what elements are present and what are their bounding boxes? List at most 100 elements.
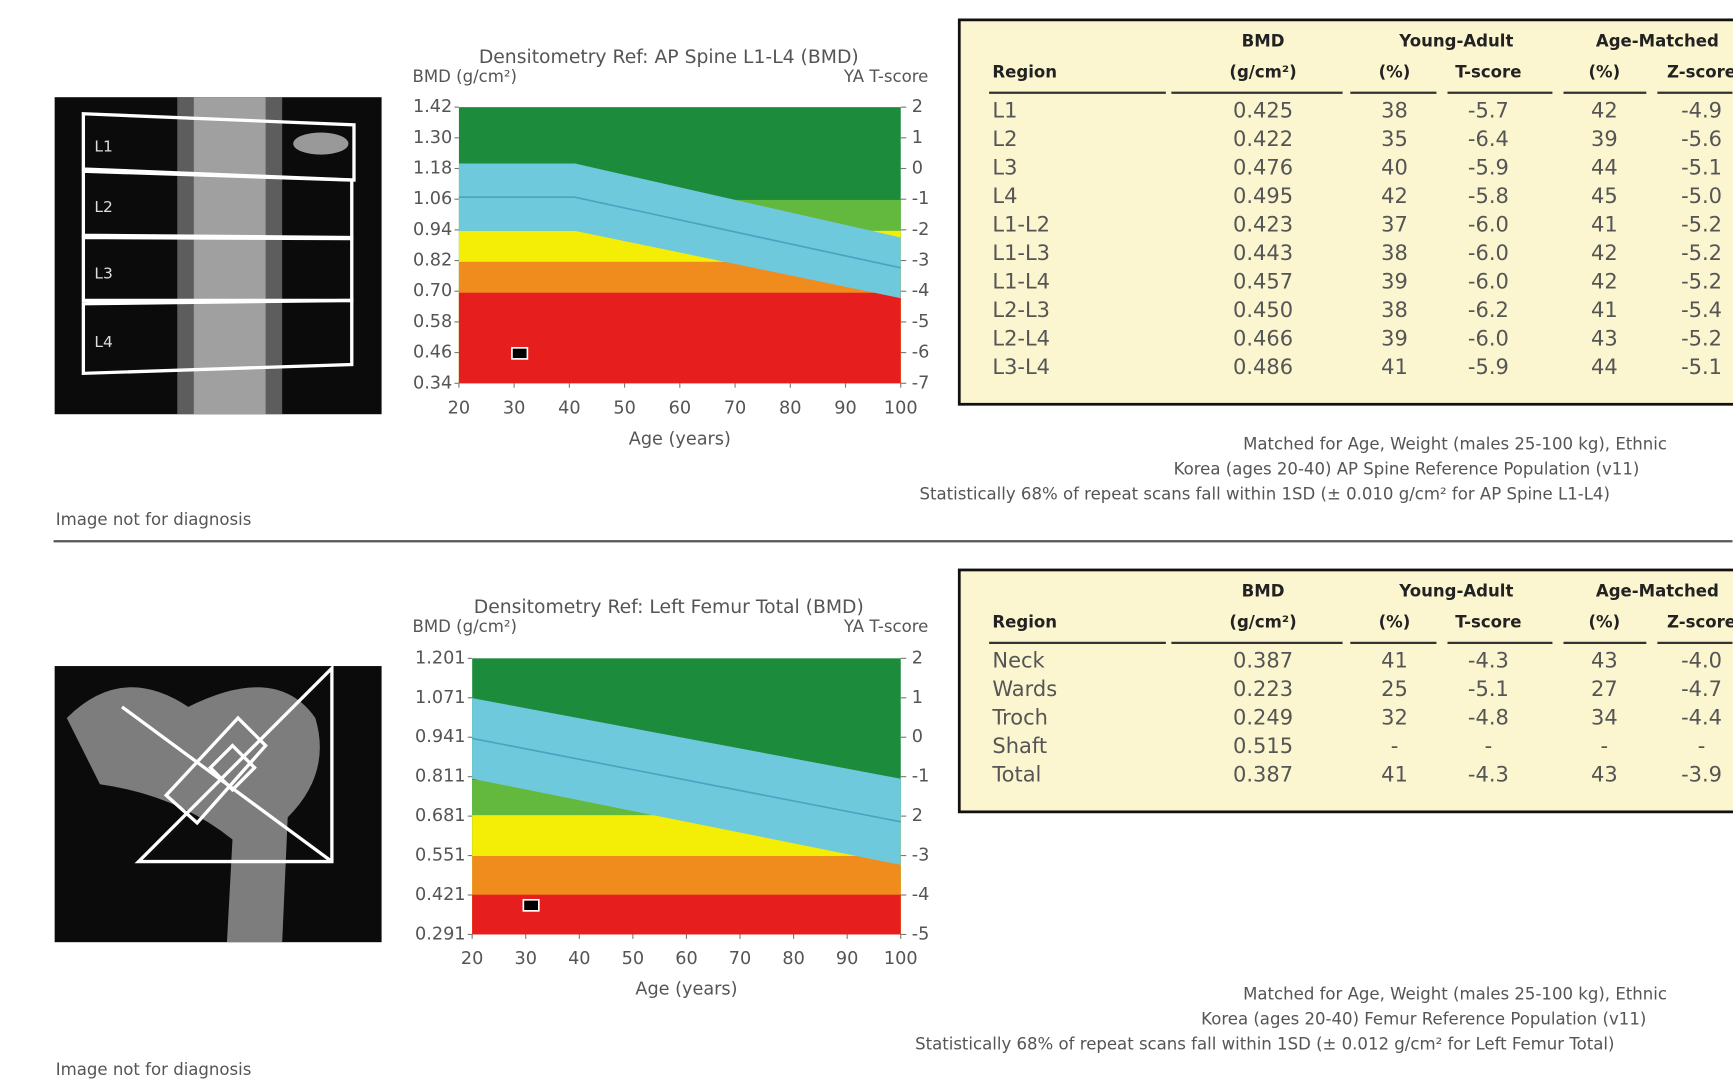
table-cell: -6.0 xyxy=(1468,270,1509,294)
y-tick-label: 1.06 xyxy=(413,189,452,209)
table-cell: 44 xyxy=(1591,156,1618,180)
x-tick-label: 50 xyxy=(613,399,635,419)
table-cell: -5.2 xyxy=(1681,270,1722,294)
results-table xyxy=(957,568,1733,814)
y-tick-label: 1.18 xyxy=(413,159,452,179)
table-cell: 43 xyxy=(1591,649,1618,673)
y2-tick-label: -3 xyxy=(912,846,930,866)
table-cell: -4.0 xyxy=(1681,649,1722,673)
table-cell: -3.9 xyxy=(1681,763,1722,787)
reference-line xyxy=(472,737,901,823)
y2-tick-label: -4 xyxy=(912,885,930,905)
table-cell: 41 xyxy=(1381,649,1408,673)
table-cell: - xyxy=(1698,734,1706,758)
table-cell: 41 xyxy=(1381,763,1408,787)
patient-point xyxy=(511,347,529,360)
column-header: (g/cm²) xyxy=(1229,612,1296,631)
table-cell: 34 xyxy=(1591,706,1618,730)
x-tick-label: 50 xyxy=(622,949,644,969)
column-header: (g/cm²) xyxy=(1229,62,1296,81)
table-cell: -5.1 xyxy=(1681,355,1722,379)
y2-tick-label: -6 xyxy=(912,343,930,363)
x-tick-label: 100 xyxy=(884,949,918,969)
table-cell: L2-L4 xyxy=(992,327,1050,351)
table-cell: 27 xyxy=(1591,677,1618,701)
group-header: BMD xyxy=(1242,582,1285,601)
y-tick-label: 0.681 xyxy=(415,806,466,826)
footnote: Matched for Age, Weight (males 25-100 kg… xyxy=(1243,985,1667,1004)
y-tick-label: 0.70 xyxy=(413,281,452,301)
group-header: BMD xyxy=(1242,31,1285,50)
spine-image xyxy=(54,97,382,415)
femur-image xyxy=(54,664,382,943)
y2-tick-label: -1 xyxy=(912,767,930,787)
table-cell: L2-L3 xyxy=(992,298,1050,322)
table-cell: 42 xyxy=(1591,270,1618,294)
group-header: Young-Adult xyxy=(1398,582,1513,601)
vertebra-label: L3 xyxy=(94,264,112,282)
footnote: Statistically 68% of repeat scans fall w… xyxy=(920,484,1610,503)
table-cell: 0.443 xyxy=(1233,241,1293,265)
table-cell: -6.0 xyxy=(1468,327,1509,351)
y-tick-label: 1.30 xyxy=(413,128,452,148)
vertebra-label: L1 xyxy=(94,137,112,155)
table-cell: 38 xyxy=(1381,241,1408,265)
table-cell: 0.450 xyxy=(1233,298,1293,322)
column-header: T-score xyxy=(1455,612,1521,631)
table-cell: 0.223 xyxy=(1233,677,1293,701)
table-cell: -4.3 xyxy=(1468,649,1509,673)
footnote: Matched for Age, Weight (males 25-100 kg… xyxy=(1243,435,1667,454)
table-cell: -5.4 xyxy=(1681,298,1722,322)
reference-chart xyxy=(458,107,901,384)
vertebra-label: L2 xyxy=(94,198,112,216)
table-cell: 32 xyxy=(1381,706,1408,730)
x-tick-label: 70 xyxy=(729,949,751,969)
x-tick-label: 100 xyxy=(884,399,918,419)
disclaimer: Image not for diagnosis xyxy=(56,1060,252,1079)
table-cell: -5.6 xyxy=(1681,127,1722,151)
reference-band xyxy=(472,698,901,865)
y2-tick-label: -5 xyxy=(912,924,930,944)
group-header: Age-Matched xyxy=(1596,31,1719,50)
table-cell: -6.0 xyxy=(1468,213,1509,237)
table-cell: Wards xyxy=(992,677,1057,701)
reference-line xyxy=(458,196,901,269)
y-tick-label: 0.291 xyxy=(415,924,466,944)
table-cell: L4 xyxy=(992,184,1017,208)
table-cell: Total xyxy=(991,763,1041,787)
y2-tick-label: 0 xyxy=(912,727,923,747)
table-cell: 45 xyxy=(1591,184,1618,208)
table-cell: 0.466 xyxy=(1233,327,1293,351)
y2-axis-label: YA T-score xyxy=(843,617,928,636)
table-cell: -5.2 xyxy=(1681,241,1722,265)
table-cell: 0.387 xyxy=(1233,763,1293,787)
x-tick-label: 60 xyxy=(675,949,697,969)
disclaimer: Image not for diagnosis xyxy=(56,510,252,529)
table-cell: Neck xyxy=(992,649,1045,673)
results-table xyxy=(957,18,1733,406)
table-cell: 0.495 xyxy=(1233,184,1293,208)
table-cell: -5.2 xyxy=(1681,327,1722,351)
x-tick-label: 60 xyxy=(669,399,691,419)
y2-tick-label: -7 xyxy=(912,373,930,393)
table-cell: 35 xyxy=(1381,127,1408,151)
x-tick-label: 80 xyxy=(779,399,801,419)
table-cell: 0.425 xyxy=(1233,99,1293,123)
y-tick-label: 0.551 xyxy=(415,846,466,866)
y-tick-label: 0.58 xyxy=(413,312,452,332)
table-cell: 38 xyxy=(1381,99,1408,123)
footnote: Statistically 68% of repeat scans fall w… xyxy=(915,1034,1614,1053)
table-cell: -5.7 xyxy=(1468,99,1509,123)
table-cell: -4.8 xyxy=(1468,706,1509,730)
x-tick-label: 40 xyxy=(558,399,580,419)
table-cell: 0.422 xyxy=(1233,127,1293,151)
x-tick-label: 40 xyxy=(568,949,590,969)
table-cell: -4.3 xyxy=(1468,763,1509,787)
y-tick-label: 1.42 xyxy=(413,97,452,117)
table-cell: -4.4 xyxy=(1681,706,1722,730)
column-header: (%) xyxy=(1588,62,1620,81)
x-tick-label: 30 xyxy=(503,399,525,419)
table-cell: 38 xyxy=(1381,298,1408,322)
chart-title: Densitometry Ref: Left Femur Total (BMD) xyxy=(474,597,864,618)
